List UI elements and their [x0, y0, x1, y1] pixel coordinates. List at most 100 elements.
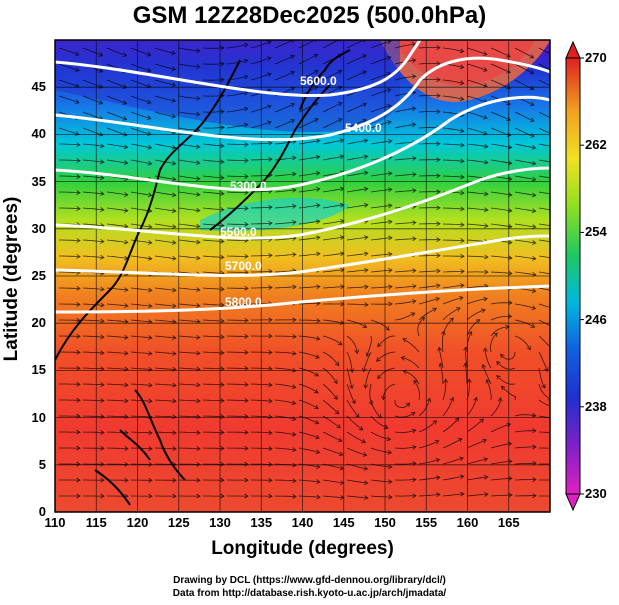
streamline [402, 338, 420, 353]
streamline-arrowhead [244, 285, 249, 291]
map-title: GSM 12Z28Dec2025 (500.0hPa) [132, 2, 487, 29]
streamline-arrowhead [508, 492, 513, 498]
streamline [274, 40, 295, 49]
streamline-arrowhead [334, 409, 340, 415]
streamline-arrowhead [460, 238, 465, 244]
streamline [370, 286, 393, 289]
streamline [413, 380, 420, 401]
streamline [178, 159, 200, 164]
streamline-arrowhead [388, 494, 393, 500]
streamline [178, 287, 200, 291]
streamline-arrowhead [336, 423, 342, 429]
streamline [370, 72, 392, 81]
streamline [418, 270, 441, 273]
streamline-arrowhead [196, 382, 201, 388]
streamline-arrowhead [196, 111, 201, 117]
streamline-arrowhead [481, 363, 487, 369]
streamline [202, 287, 225, 290]
streamline-arrowhead [268, 398, 273, 404]
streamline-arrowhead [291, 400, 297, 406]
streamline-arrowhead [351, 399, 356, 405]
streamline [82, 383, 105, 386]
streamline [514, 255, 536, 260]
streamline [490, 207, 512, 212]
streamline [346, 495, 368, 499]
streamline-arrowhead [243, 74, 249, 80]
streamline [418, 79, 441, 81]
streamline-arrowhead [496, 375, 501, 380]
streamline-arrowhead [74, 51, 80, 56]
streamline-arrowhead [365, 352, 371, 357]
streamline-arrowhead [363, 202, 369, 208]
streamline-arrowhead [412, 188, 417, 193]
y-tick-label: 0 [38, 504, 46, 519]
streamline-arrowhead [449, 396, 455, 402]
streamline [322, 479, 344, 484]
streamline-arrowhead [220, 398, 225, 404]
streamline [202, 415, 225, 417]
streamline [346, 103, 367, 113]
streamline-arrowhead [196, 350, 201, 356]
streamline-arrowhead [244, 142, 249, 147]
colorbar [565, 57, 581, 495]
streamline-arrowhead [220, 286, 225, 292]
streamline-arrowhead [292, 284, 297, 290]
streamline-arrowhead [364, 495, 369, 501]
streamline-arrowhead [124, 303, 129, 308]
streamline [274, 270, 296, 273]
streamline-arrowhead [484, 159, 489, 165]
streamline-arrowhead [290, 103, 296, 108]
streamline [130, 47, 151, 56]
streamline-arrowhead [556, 290, 560, 294]
streamline [365, 367, 372, 389]
streamline [274, 383, 296, 388]
streamline [154, 79, 176, 86]
streamline [106, 207, 128, 212]
y-tick-label: 15 [31, 362, 46, 378]
streamline [154, 207, 176, 212]
streamline [466, 159, 488, 163]
streamline-arrowhead [122, 131, 128, 137]
streamline [370, 237, 392, 241]
streamline-arrowhead [386, 87, 392, 93]
streamline [322, 383, 338, 400]
streamline-arrowhead [268, 269, 273, 274]
streamline [466, 309, 486, 321]
streamline [466, 191, 488, 195]
streamline-arrowhead [438, 362, 444, 368]
streamline-arrowhead [315, 187, 321, 192]
streamline [226, 143, 248, 145]
streamline-arrowhead [405, 402, 411, 408]
streamline-arrowhead [556, 145, 560, 149]
streamline [130, 351, 152, 355]
streamline [154, 255, 176, 260]
streamline-arrowhead [98, 52, 104, 57]
streamline-arrowhead [529, 69, 535, 75]
streamline-arrowhead [220, 175, 225, 181]
streamline [178, 255, 200, 259]
streamline-arrowhead [500, 385, 506, 391]
streamline [490, 223, 512, 228]
streamline [130, 79, 151, 88]
streamline [394, 75, 416, 81]
streamline-arrowhead [122, 84, 128, 89]
streamline-arrowhead [123, 207, 129, 213]
streamline-arrowhead [436, 61, 441, 67]
streamline-arrowhead [196, 477, 201, 483]
streamline-arrowhead [76, 493, 81, 499]
streamline [82, 175, 104, 179]
streamline-arrowhead [315, 219, 321, 225]
streamline [59, 159, 81, 162]
y-tick-label: 10 [31, 409, 46, 425]
streamline [106, 255, 128, 259]
streamline-arrowhead [531, 160, 537, 166]
streamline [274, 119, 295, 129]
streamline-arrowhead [146, 99, 152, 105]
streamline [106, 351, 128, 354]
contour-label: 5400.0 [345, 121, 382, 135]
streamline-arrowhead [507, 192, 513, 197]
streamline [346, 71, 367, 81]
streamline [346, 303, 369, 306]
streamline-arrowhead [377, 374, 382, 380]
streamline-arrowhead [435, 475, 441, 481]
